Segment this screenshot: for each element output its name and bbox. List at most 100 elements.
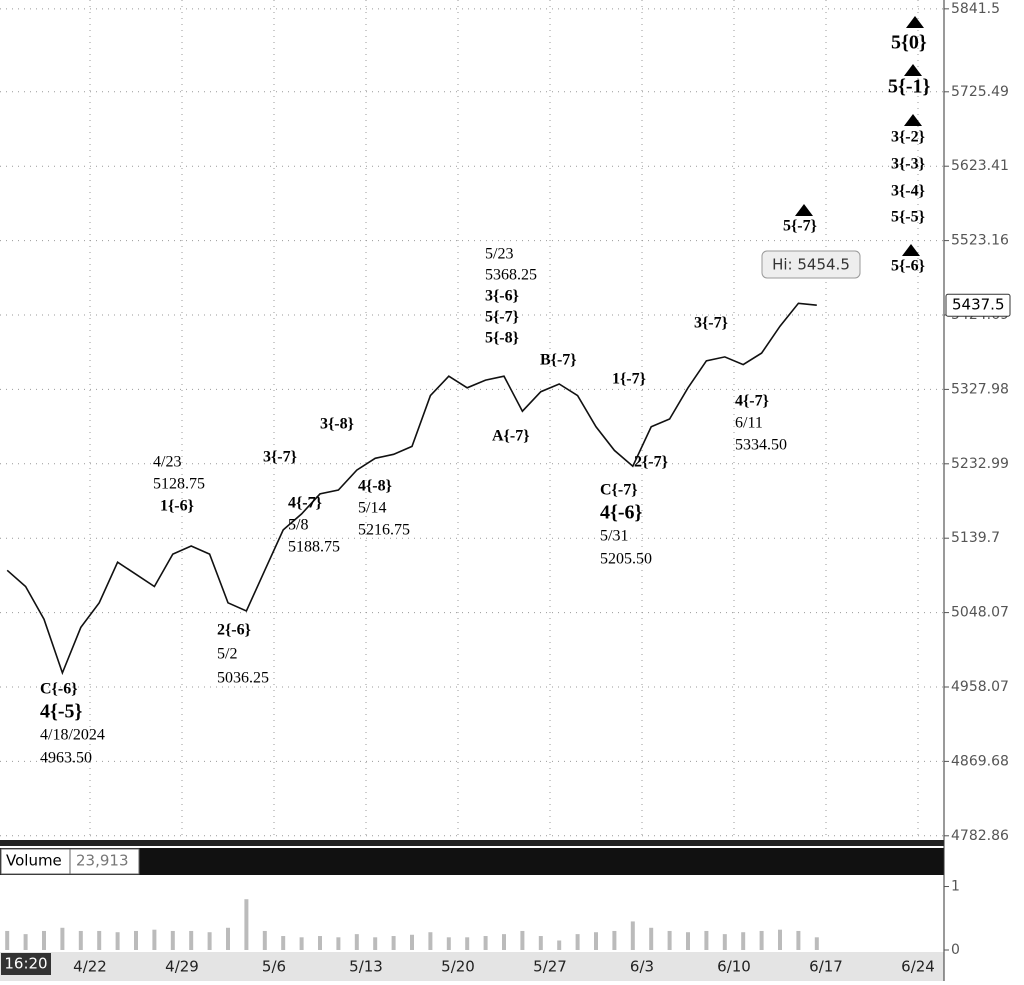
high-label: Hi: 5454.5: [772, 256, 850, 274]
wave-label: 5{-1}: [888, 76, 931, 98]
volume-bar: [226, 927, 230, 950]
wave-label: 3{-7}: [694, 315, 728, 332]
volume-bar: [704, 930, 709, 950]
y-tick-label: 5725.49: [951, 84, 1009, 100]
wave-label: 1{-6}: [160, 498, 194, 515]
volume-bar: [667, 930, 672, 950]
wave-label: 3{-8}: [320, 416, 354, 433]
annotation-text: 5/31: [600, 528, 628, 545]
annotation-text: 5/14: [358, 500, 386, 517]
wave-label: B{-7}: [540, 352, 577, 369]
volume-tick-label: 0: [951, 942, 960, 958]
volume-bar: [410, 934, 414, 950]
x-tick-label: 6/17: [809, 958, 843, 976]
volume-bar: [78, 930, 83, 950]
wave-label: 5{-7}: [783, 218, 817, 235]
x-tick-label: 5/13: [349, 958, 383, 976]
volume-bar: [391, 936, 396, 950]
volume-bar: [23, 934, 28, 950]
y-tick-label: 4869.68: [951, 753, 1009, 769]
wave-label: 5{-5}: [891, 209, 925, 226]
annotation-text: 5216.75: [358, 522, 410, 539]
x-tick-label: 5/27: [533, 958, 567, 976]
x-tick-label: 6/10: [717, 958, 751, 976]
volume-bar: [557, 940, 562, 950]
x-tick-label: 5/20: [441, 958, 475, 976]
wave-label: C{-7}: [600, 482, 638, 499]
wave-label: 2{-6}: [217, 622, 251, 639]
volume-bar: [759, 930, 764, 950]
wave-marker: [904, 114, 922, 126]
wave-label: 4{-5}: [40, 701, 83, 723]
y-tick-label: 5048.07: [951, 605, 1009, 621]
volume-bar: [686, 932, 690, 950]
y-tick-label: 5523.16: [951, 233, 1009, 249]
volume-bar: [115, 932, 120, 950]
wave-label: 4{-7}: [735, 393, 769, 410]
wave-marker: [902, 244, 920, 256]
volume-bar: [336, 937, 341, 950]
y-tick-label: 4958.07: [951, 679, 1009, 695]
volume-label-box: [0, 848, 71, 875]
wave-marker: [904, 64, 922, 76]
annotation-text: 5128.75: [153, 476, 205, 493]
volume-bar: [538, 936, 543, 950]
volume-bar: [262, 930, 267, 950]
wave-label: 3{-6}: [485, 288, 519, 305]
volume-bar: [796, 930, 801, 950]
volume-bar: [244, 899, 249, 950]
time-axis: [0, 952, 944, 981]
annotation-text: 5036.25: [217, 670, 269, 687]
volume-bar: [502, 934, 506, 950]
volume-bar: [318, 936, 322, 950]
volume-bar: [42, 930, 46, 950]
volume-bar: [281, 936, 286, 950]
wave-label: 5{0}: [891, 32, 927, 54]
volume-bar: [5, 930, 10, 950]
price-line: [6, 302, 817, 676]
annotation-text: 5205.50: [600, 551, 652, 568]
y-tick-label: 5139.7: [951, 530, 1000, 546]
volume-last-box: [69, 848, 140, 875]
wave-label: C{-6}: [40, 681, 78, 698]
volume-bar: [97, 930, 102, 950]
y-tick-label: 5841.5: [951, 1, 1000, 17]
price-axis: [944, 0, 1024, 981]
wave-label: 3{-7}: [263, 449, 297, 466]
volume-bar: [446, 937, 451, 950]
volume-bar: [575, 934, 580, 950]
annotation-text: 6/11: [735, 415, 763, 432]
volume-bar: [778, 929, 782, 950]
volume-bar: [152, 929, 157, 950]
wave-label: 4{-7}: [288, 495, 322, 512]
wave-label: 4{-6}: [600, 502, 643, 524]
high-callout: [761, 250, 861, 279]
y-tick-label: 4782.86: [951, 828, 1009, 844]
wave-label: 3{-2}: [891, 129, 925, 146]
annotation-text: 5334.50: [735, 437, 787, 454]
volume-bar: [189, 930, 194, 950]
y-tick-label: 5327.98: [951, 381, 1009, 397]
volume-bar: [741, 932, 746, 950]
wave-marker: [906, 16, 924, 28]
volume-last: 23,913: [76, 852, 129, 870]
y-tick-label: 5623.41: [951, 158, 1009, 174]
volume-bar: [520, 930, 525, 950]
volume-bar: [594, 932, 598, 950]
last-price-box: [945, 293, 1011, 317]
plot-area: [0, 0, 944, 840]
wave-label: 4{-8}: [358, 478, 392, 495]
wave-label: 5{-7}: [485, 309, 519, 326]
x-tick-label: 6/3: [630, 958, 654, 976]
x-tick-label: 4/29: [165, 958, 199, 976]
last-price-label: 5437.5: [952, 296, 1005, 314]
wave-label: 1{-7}: [612, 371, 646, 388]
annotation-text: 5/8: [288, 517, 308, 534]
x-tick-label: 4/22: [73, 958, 107, 976]
annotation-text: 4/23: [153, 454, 181, 471]
annotation-text: 4963.50: [40, 750, 92, 767]
wave-label: 3{-3}: [891, 156, 925, 173]
volume-tick-label: 1: [951, 879, 960, 895]
volume-label: Volume: [6, 852, 62, 870]
annotation-text: 5/23: [485, 246, 513, 263]
